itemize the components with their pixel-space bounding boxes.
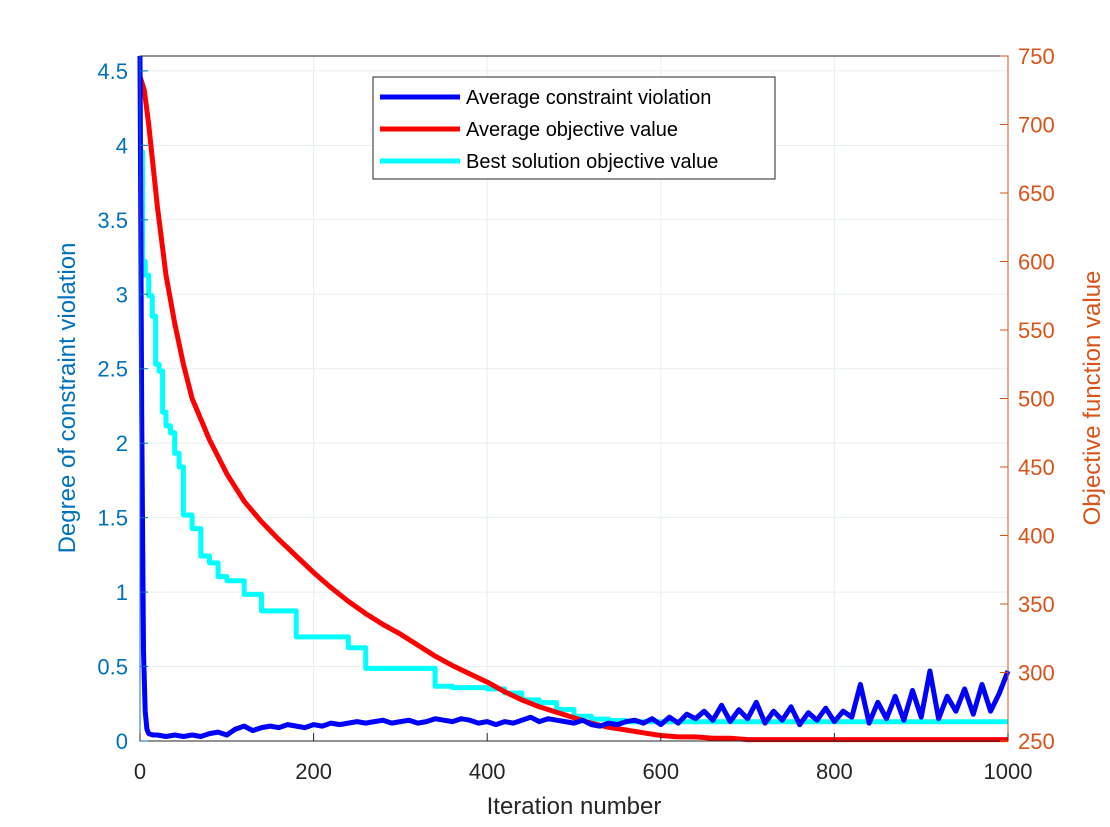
x-tick-label: 0 — [134, 759, 146, 784]
y-left-tick-label: 0 — [116, 729, 128, 754]
y-left-tick-label: 1 — [116, 580, 128, 605]
y-axis-left-label: Degree of constraint violation — [54, 243, 81, 554]
y-right-tick-label: 300 — [1018, 661, 1055, 686]
y-right-tick-label: 400 — [1018, 524, 1055, 549]
x-tick-label: 800 — [816, 759, 853, 784]
y-right-tick-label: 700 — [1018, 113, 1055, 138]
y-left-tick-label: 0.5 — [97, 655, 128, 680]
series-layer — [137, 55, 1011, 743]
y-left-tick-label: 3 — [116, 282, 128, 307]
axis-ticks: 0 200 400 600 800 1000 0 0.5 1 1.5 2 2.5 3 3.5 4 4.5 250… — [97, 44, 1054, 784]
y-left-tick-label: 3.5 — [97, 208, 128, 233]
y-right-tick-label: 650 — [1018, 181, 1055, 206]
series-line-average-objective-value — [137, 75, 1008, 743]
legend: Average constraint violation Average obj… — [372, 76, 776, 180]
y-right-tick-label: 750 — [1018, 44, 1055, 69]
legend-label-average-objective: Average objective value — [466, 119, 678, 141]
y-right-tick-label: 450 — [1018, 455, 1055, 480]
x-tick-label: 400 — [469, 759, 506, 784]
y-left-tick-label: 2 — [116, 431, 128, 456]
x-tick-label: 1000 — [984, 759, 1033, 784]
x-axis-label: Iteration number — [487, 793, 662, 820]
y-left-tick-label: 4 — [116, 133, 128, 158]
y-right-tick-label: 250 — [1018, 729, 1055, 754]
x-tick-label: 200 — [295, 759, 332, 784]
x-tick-label: 600 — [642, 759, 679, 784]
y-right-tick-label: 550 — [1018, 318, 1055, 343]
y-left-tick-label: 2.5 — [97, 357, 128, 382]
series-line-best-solution-objective-value — [140, 149, 1008, 725]
legend-label-best-objective: Best solution objective value — [466, 151, 718, 173]
y-left-tick-label: 1.5 — [97, 506, 128, 531]
y-left-tick-label: 4.5 — [97, 59, 128, 84]
legend-label-constraint: Average constraint violation — [466, 87, 711, 109]
y-axis-right-label: Objective function value — [1079, 271, 1106, 526]
y-right-tick-label: 500 — [1018, 387, 1055, 412]
series-line-average-constraint-violation — [137, 55, 1011, 739]
y-right-tick-label: 350 — [1018, 592, 1055, 617]
y-right-tick-label: 600 — [1018, 250, 1055, 275]
